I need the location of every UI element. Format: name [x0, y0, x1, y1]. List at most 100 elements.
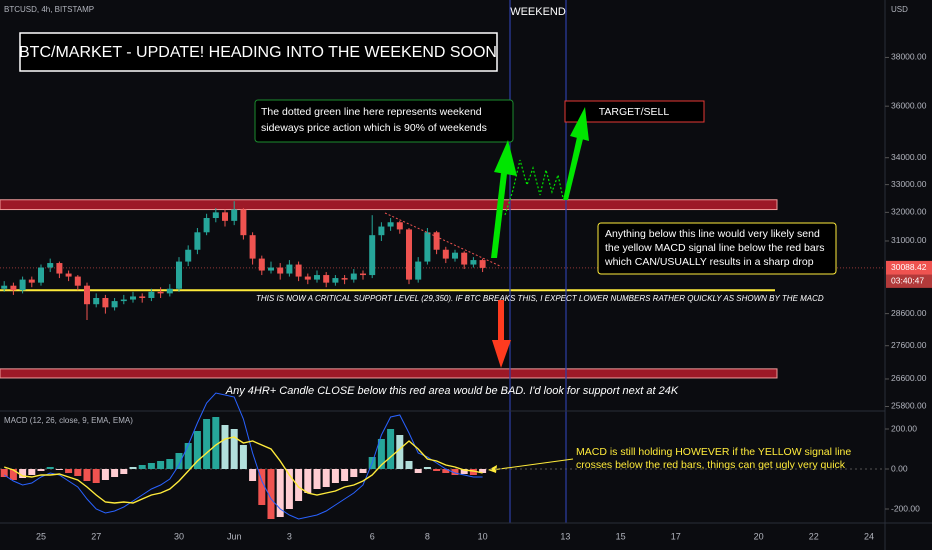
macd-histogram-bar — [28, 469, 36, 475]
y-tick-label: 26600.00 — [891, 373, 927, 383]
candle-body — [111, 301, 118, 308]
candle-body — [378, 226, 385, 236]
macd-y-tick-label: -200.00 — [891, 503, 920, 513]
macd-histogram-bar — [405, 461, 413, 469]
macd-histogram-bar — [423, 467, 431, 469]
candle-body — [350, 273, 357, 280]
candle-body — [1, 285, 8, 289]
weekend-note-line: sideways price action which is 90% of we… — [261, 122, 487, 134]
candle-body — [166, 288, 173, 294]
candle-body — [277, 267, 284, 274]
macd-histogram-bar — [341, 469, 349, 481]
candle-body — [415, 261, 422, 280]
candle-body — [56, 263, 63, 274]
resistance-zone — [0, 199, 778, 211]
macd-histogram-bar — [230, 429, 238, 469]
candle-body — [10, 285, 17, 291]
macd-histogram-bar — [331, 469, 339, 483]
currency-label: USD — [891, 5, 908, 14]
macd-y-tick-label: 0.00 — [891, 463, 908, 473]
y-tick-label: 36000.00 — [891, 100, 927, 110]
candle-body — [65, 273, 72, 277]
macd-histogram-bar — [258, 469, 266, 505]
candle-body — [360, 273, 366, 276]
candle-body — [406, 229, 412, 280]
macd-histogram-bar — [377, 439, 385, 469]
macd-histogram-bar — [212, 417, 220, 469]
x-tick-label: 3 — [287, 531, 292, 541]
macd-histogram-bar — [175, 453, 183, 469]
macd-histogram-bar — [267, 469, 275, 519]
candle-body — [304, 276, 311, 280]
candle-body — [258, 258, 265, 271]
candle-body — [139, 296, 146, 298]
x-tick-label: 15 — [616, 531, 626, 541]
candle-body — [314, 275, 320, 280]
macd-y-tick-label: 200.00 — [891, 423, 917, 433]
macd-histogram-bar — [460, 469, 468, 474]
weekend-note-line: The dotted green line here represents we… — [261, 106, 482, 118]
candle-body — [185, 249, 192, 262]
macd-histogram-bar — [184, 443, 192, 469]
y-tick-label: 28600.00 — [891, 308, 927, 318]
macd-histogram-bar — [276, 469, 284, 517]
macd-line — [3, 392, 483, 520]
macd-note-line: crosses below the red bars, things can g… — [576, 459, 846, 471]
macd-histogram-bar — [387, 429, 395, 469]
macd-histogram-bar — [19, 469, 27, 478]
weekend-label: WEEKEND — [510, 6, 566, 18]
candle-body — [387, 222, 394, 227]
macd-histogram-bar — [83, 469, 91, 481]
macd-histogram-bar — [37, 469, 45, 471]
candle-body — [461, 252, 468, 265]
x-tick-label: 20 — [754, 531, 764, 541]
y-tick-label: 27600.00 — [891, 340, 927, 350]
candle-body — [268, 267, 274, 271]
y-tick-label: 31000.00 — [891, 235, 927, 245]
zone-note: Any 4HR+ Candle CLOSE below this red are… — [225, 385, 679, 397]
macd-histogram-bar — [249, 469, 257, 481]
marks-layer — [0, 201, 885, 520]
x-tick-label: 8 — [425, 531, 430, 541]
candle-body — [28, 279, 35, 283]
chart-title: BTC/MARKET - UPDATE! HEADING INTO THE WE… — [19, 44, 497, 61]
resistance-zone — [0, 368, 778, 379]
x-tick-label: 25 — [36, 531, 46, 541]
last-price-label: 30088.42 — [891, 262, 927, 272]
macd-histogram-bar — [193, 431, 201, 469]
macd-histogram-bar — [46, 467, 54, 469]
candle-body — [84, 285, 90, 305]
candle-body — [176, 261, 182, 289]
y-tick-label: 34000.00 — [891, 152, 927, 162]
x-tick-label: 27 — [91, 531, 101, 541]
target-box — [564, 100, 705, 123]
signal-note-box — [597, 222, 837, 275]
macd-histogram-bar — [147, 463, 155, 469]
macd-histogram-bar — [92, 469, 100, 483]
signal-note-line: the yellow MACD signal line below the re… — [605, 242, 824, 254]
candle-body — [249, 235, 256, 259]
y-tick-label: 32000.00 — [891, 207, 927, 217]
macd-histogram-bar — [129, 467, 137, 469]
candle-body — [102, 297, 109, 308]
x-tick-label: 30 — [174, 531, 184, 541]
candle-body — [212, 212, 219, 219]
last-price-box — [886, 260, 932, 275]
macd-histogram-bar — [74, 469, 82, 476]
macd-histogram-bar — [295, 469, 303, 501]
down-arrow-shaft — [498, 300, 504, 340]
candle-body — [93, 297, 100, 305]
candle-body — [157, 291, 164, 294]
macd-histogram-bar — [111, 469, 119, 477]
macd-histogram-bar — [433, 469, 441, 471]
candle-body — [323, 275, 330, 283]
macd-histogram-bar — [120, 469, 128, 474]
macd-histogram-bar — [304, 469, 312, 493]
x-tick-label: Jun — [227, 531, 242, 541]
candle-body — [396, 222, 403, 230]
macd-histogram-bar — [138, 465, 146, 469]
candle-body — [222, 212, 228, 221]
macd-histogram-bar — [469, 469, 477, 475]
